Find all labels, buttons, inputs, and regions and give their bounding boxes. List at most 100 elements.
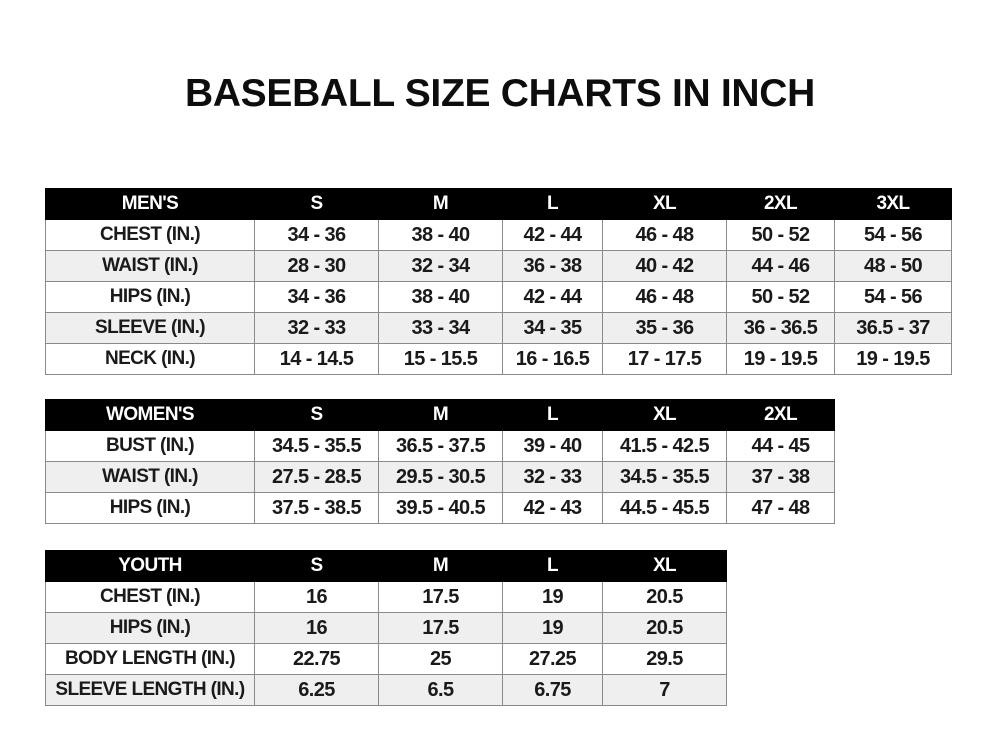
size-value: 25 bbox=[378, 643, 503, 675]
size-header: 3XL bbox=[834, 188, 952, 220]
size-value: 39 - 40 bbox=[502, 430, 603, 462]
size-header: L bbox=[502, 188, 603, 220]
size-value: 19 - 19.5 bbox=[834, 343, 952, 375]
table-row: BODY LENGTH (IN.) 22.75 25 27.25 29.5 bbox=[45, 643, 727, 675]
category-header: WOMEN'S bbox=[45, 399, 255, 431]
table-row: SLEEVE LENGTH (IN.) 6.25 6.5 6.75 7 bbox=[45, 674, 727, 706]
measurement-label: BUST (IN.) bbox=[45, 430, 255, 462]
size-value: 17.5 bbox=[378, 581, 503, 613]
size-value: 16 bbox=[254, 581, 379, 613]
size-value: 14 - 14.5 bbox=[254, 343, 379, 375]
size-value: 34 - 36 bbox=[254, 281, 379, 313]
size-value: 19 bbox=[502, 612, 603, 644]
size-value: 28 - 30 bbox=[254, 250, 379, 282]
measurement-label: HIPS (IN.) bbox=[45, 281, 255, 313]
size-value: 27.5 - 28.5 bbox=[254, 461, 379, 493]
size-value: 34.5 - 35.5 bbox=[254, 430, 379, 462]
table-row: NECK (IN.) 14 - 14.5 15 - 15.5 16 - 16.5 17 … bbox=[45, 343, 952, 375]
size-value: 33 - 34 bbox=[378, 312, 503, 344]
size-value: 16 - 16.5 bbox=[502, 343, 603, 375]
table-header-row: YOUTH S M L XL bbox=[45, 550, 727, 582]
size-header: M bbox=[378, 399, 503, 431]
size-value: 42 - 44 bbox=[502, 281, 603, 313]
size-value: 20.5 bbox=[602, 612, 727, 644]
size-value: 38 - 40 bbox=[378, 219, 503, 251]
measurement-label: CHEST (IN.) bbox=[45, 581, 255, 613]
size-header: L bbox=[502, 550, 603, 582]
size-value: 47 - 48 bbox=[726, 492, 835, 524]
table-row: WAIST (IN.) 27.5 - 28.5 29.5 - 30.5 32 - 33… bbox=[45, 461, 835, 493]
size-value: 34 - 36 bbox=[254, 219, 379, 251]
womens-size-table: WOMEN'S S M L XL 2XL BUST (IN.) 34.5 - 35.5 36.5… bbox=[45, 399, 835, 524]
size-value: 29.5 - 30.5 bbox=[378, 461, 503, 493]
size-value: 40 - 42 bbox=[602, 250, 727, 282]
mens-size-table: MEN'S S M L XL 2XL 3XL CHEST (IN.) 34 - 36 38 - 4… bbox=[45, 188, 952, 375]
size-value: 6.75 bbox=[502, 674, 603, 706]
size-value: 22.75 bbox=[254, 643, 379, 675]
size-value: 38 - 40 bbox=[378, 281, 503, 313]
page-title: BASEBALL SIZE CHARTS IN INCH bbox=[184, 72, 816, 115]
size-value: 34 - 35 bbox=[502, 312, 603, 344]
size-header: 2XL bbox=[726, 188, 835, 220]
size-value: 54 - 56 bbox=[834, 219, 952, 251]
size-header: M bbox=[378, 550, 503, 582]
size-value: 36 - 38 bbox=[502, 250, 603, 282]
size-header: XL bbox=[602, 550, 727, 582]
size-value: 19 bbox=[502, 581, 603, 613]
size-value: 32 - 34 bbox=[378, 250, 503, 282]
size-header: 2XL bbox=[726, 399, 835, 431]
size-header: XL bbox=[602, 399, 727, 431]
category-header: YOUTH bbox=[45, 550, 255, 582]
size-value: 15 - 15.5 bbox=[378, 343, 503, 375]
measurement-label: CHEST (IN.) bbox=[45, 219, 255, 251]
table-row: WAIST (IN.) 28 - 30 32 - 34 36 - 38 40 - 42 4… bbox=[45, 250, 952, 282]
size-value: 6.5 bbox=[378, 674, 503, 706]
size-value: 36 - 36.5 bbox=[726, 312, 835, 344]
size-value: 32 - 33 bbox=[254, 312, 379, 344]
table-header-row: MEN'S S M L XL 2XL 3XL bbox=[45, 188, 952, 220]
size-value: 46 - 48 bbox=[602, 219, 727, 251]
size-value: 35 - 36 bbox=[602, 312, 727, 344]
measurement-label: SLEEVE LENGTH (IN.) bbox=[45, 674, 255, 706]
table-row: HIPS (IN.) 16 17.5 19 20.5 bbox=[45, 612, 727, 644]
table-row: HIPS (IN.) 37.5 - 38.5 39.5 - 40.5 42 - 43 4… bbox=[45, 492, 835, 524]
size-value: 27.25 bbox=[502, 643, 603, 675]
measurement-label: HIPS (IN.) bbox=[45, 492, 255, 524]
size-value: 54 - 56 bbox=[834, 281, 952, 313]
size-value: 50 - 52 bbox=[726, 281, 835, 313]
size-value: 44 - 46 bbox=[726, 250, 835, 282]
size-value: 17 - 17.5 bbox=[602, 343, 727, 375]
size-value: 42 - 43 bbox=[502, 492, 603, 524]
measurement-label: NECK (IN.) bbox=[45, 343, 255, 375]
table-row: BUST (IN.) 34.5 - 35.5 36.5 - 37.5 39 - 40 4… bbox=[45, 430, 835, 462]
size-value: 19 - 19.5 bbox=[726, 343, 835, 375]
table-row: CHEST (IN.) 34 - 36 38 - 40 42 - 44 46 - 48 5… bbox=[45, 219, 952, 251]
size-value: 44 - 45 bbox=[726, 430, 835, 462]
size-value: 34.5 - 35.5 bbox=[602, 461, 727, 493]
measurement-label: WAIST (IN.) bbox=[45, 461, 255, 493]
youth-size-table: YOUTH S M L XL CHEST (IN.) 16 17.5 19 20.5 HIPS (I… bbox=[45, 550, 727, 706]
size-value: 36.5 - 37 bbox=[834, 312, 952, 344]
size-value: 44.5 - 45.5 bbox=[602, 492, 727, 524]
table-row: HIPS (IN.) 34 - 36 38 - 40 42 - 44 46 - 48 50… bbox=[45, 281, 952, 313]
size-value: 32 - 33 bbox=[502, 461, 603, 493]
measurement-label: WAIST (IN.) bbox=[45, 250, 255, 282]
category-header: MEN'S bbox=[45, 188, 255, 220]
size-header: S bbox=[254, 188, 379, 220]
size-value: 42 - 44 bbox=[502, 219, 603, 251]
size-header: XL bbox=[602, 188, 727, 220]
table-header-row: WOMEN'S S M L XL 2XL bbox=[45, 399, 835, 431]
measurement-label: BODY LENGTH (IN.) bbox=[45, 643, 255, 675]
size-value: 17.5 bbox=[378, 612, 503, 644]
size-value: 48 - 50 bbox=[834, 250, 952, 282]
measurement-label: SLEEVE (IN.) bbox=[45, 312, 255, 344]
size-value: 37.5 - 38.5 bbox=[254, 492, 379, 524]
table-row: SLEEVE (IN.) 32 - 33 33 - 34 34 - 35 35 - 36… bbox=[45, 312, 952, 344]
size-value: 16 bbox=[254, 612, 379, 644]
size-value: 46 - 48 bbox=[602, 281, 727, 313]
size-value: 50 - 52 bbox=[726, 219, 835, 251]
size-header: S bbox=[254, 550, 379, 582]
size-header: S bbox=[254, 399, 379, 431]
size-value: 6.25 bbox=[254, 674, 379, 706]
size-header: M bbox=[378, 188, 503, 220]
